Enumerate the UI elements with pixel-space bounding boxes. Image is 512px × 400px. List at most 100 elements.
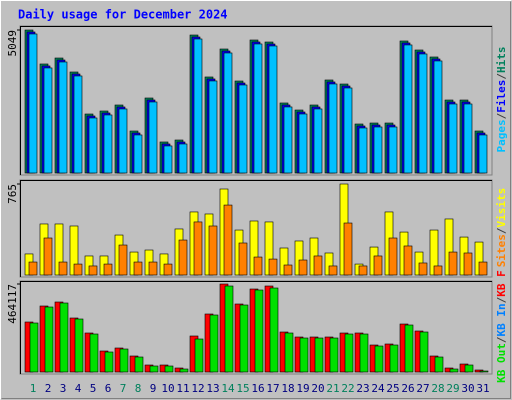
legend-separator: / — [495, 73, 508, 80]
x-tick-label: 9 — [150, 382, 157, 395]
bar — [299, 337, 309, 373]
bar — [179, 368, 189, 373]
bar — [388, 237, 398, 276]
bar — [283, 264, 293, 276]
bar — [73, 263, 83, 276]
bar — [148, 101, 158, 174]
bar — [373, 255, 383, 276]
bar — [119, 348, 129, 373]
bar — [134, 356, 144, 373]
bar — [269, 287, 279, 373]
bar — [118, 244, 128, 276]
x-tick-label: 25 — [386, 382, 399, 395]
x-tick-label: 10 — [161, 382, 174, 395]
x-tick-label: 14 — [221, 382, 235, 395]
panel-shadow — [20, 180, 492, 277]
bar — [343, 222, 353, 276]
bar — [209, 314, 219, 373]
bar — [268, 258, 278, 276]
bar — [298, 259, 308, 276]
panel-shadow — [20, 281, 492, 374]
bar — [74, 318, 84, 373]
panel-shadow — [20, 26, 492, 175]
y-tick-label: 5049 — [6, 30, 19, 57]
x-tick-label: 20 — [311, 382, 324, 395]
x-tick-label: 18 — [281, 382, 294, 395]
x-tick-label: 21 — [326, 382, 339, 395]
bar — [104, 351, 114, 373]
bar — [433, 60, 443, 174]
legend-separator: / — [495, 336, 508, 343]
bar — [403, 44, 413, 174]
legend-entry: Hits — [495, 47, 508, 74]
bar — [43, 237, 53, 276]
x-tick-label: 30 — [461, 382, 474, 395]
bar — [58, 261, 68, 276]
x-tick-label: 8 — [135, 382, 142, 395]
bar — [359, 333, 369, 373]
bar — [373, 126, 383, 174]
bar — [133, 261, 143, 276]
bar — [28, 261, 38, 276]
bar — [253, 256, 263, 276]
bar — [149, 365, 159, 373]
legend-entry: KB In — [495, 303, 508, 336]
bar — [358, 127, 368, 174]
bar — [118, 108, 128, 174]
bar — [283, 106, 293, 174]
bar — [103, 114, 113, 174]
x-tick-label: 11 — [176, 382, 189, 395]
bar — [238, 242, 248, 276]
x-tick-label: 13 — [206, 382, 219, 395]
bar — [223, 52, 233, 174]
bar — [298, 113, 308, 174]
bar — [193, 221, 203, 276]
x-tick-label: 19 — [296, 382, 309, 395]
bar — [449, 368, 459, 373]
bar — [223, 204, 233, 276]
chart-title: Daily usage for December 2024 — [18, 8, 228, 22]
x-tick-label: 12 — [191, 382, 204, 395]
legend: KB Out/KB In/KB F — [495, 270, 508, 383]
x-tick-label: 1 — [30, 382, 37, 395]
bar — [478, 261, 488, 276]
bar — [29, 322, 39, 373]
bar — [404, 324, 414, 373]
bar — [148, 261, 158, 276]
y-tick-label: 464117 — [6, 284, 19, 324]
x-tick-label: 28 — [431, 382, 444, 395]
x-tick-label: 5 — [90, 382, 97, 395]
bar — [389, 344, 399, 373]
bar — [268, 45, 278, 174]
legend-entry: Sites — [495, 234, 508, 267]
bar — [239, 304, 249, 373]
legend-entry: Files — [495, 80, 508, 113]
bar — [164, 365, 174, 373]
bar — [313, 108, 323, 174]
bar — [163, 263, 173, 276]
bar — [43, 67, 53, 174]
bar — [178, 239, 188, 276]
x-tick-label: 17 — [266, 382, 279, 395]
bar — [328, 265, 338, 276]
x-tick-label: 16 — [251, 382, 264, 395]
bar — [208, 225, 218, 276]
bar — [313, 255, 323, 276]
bar — [238, 84, 248, 174]
legend-entry: Pages — [495, 119, 508, 152]
bar — [88, 265, 98, 276]
legend-separator: / — [495, 112, 508, 119]
bar — [193, 38, 203, 174]
x-tick-label: 15 — [236, 382, 249, 395]
legend-entry: KB Out — [495, 343, 508, 383]
bar — [419, 331, 429, 373]
bar — [254, 289, 264, 373]
bar — [343, 87, 353, 174]
bar — [44, 306, 54, 373]
legend-separator: / — [495, 227, 508, 234]
bar — [478, 134, 488, 174]
legend: Sites/Visits — [495, 188, 508, 268]
x-tick-label: 23 — [356, 382, 369, 395]
